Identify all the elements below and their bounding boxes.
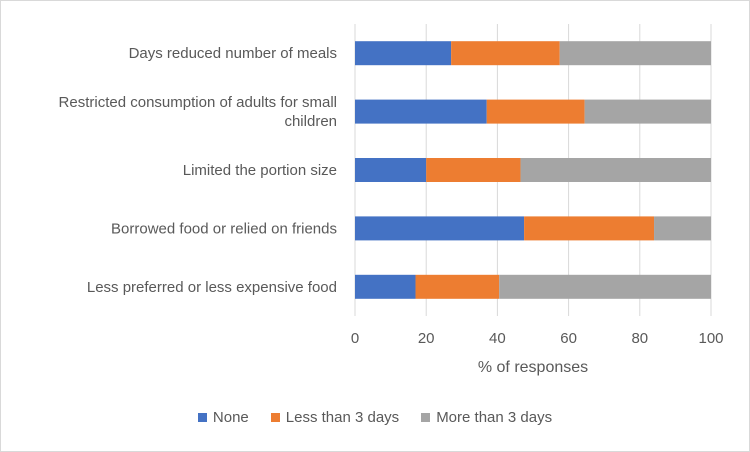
bar-segment bbox=[524, 216, 655, 241]
legend-swatch bbox=[421, 413, 431, 422]
bar-segment bbox=[355, 216, 525, 241]
category-label: Borrowed food or relied on friends bbox=[111, 220, 337, 237]
bar-segment bbox=[499, 274, 711, 299]
bar-segment bbox=[355, 158, 427, 182]
legend-label: Less than 3 days bbox=[285, 409, 400, 426]
category-label: Days reduced number of meals bbox=[129, 45, 337, 62]
legend-label: None bbox=[212, 409, 249, 426]
x-tick-label: 40 bbox=[489, 330, 506, 347]
x-tick-labels: 0 20 40 60 80 100 bbox=[351, 330, 724, 347]
bar-segment bbox=[559, 41, 711, 66]
bar-segment bbox=[654, 216, 711, 241]
legend-item: More than 3 days bbox=[421, 409, 552, 426]
x-tick-label: 80 bbox=[631, 330, 648, 347]
bar-segment bbox=[415, 274, 500, 299]
category-label: Restricted consumption of adults for sma… bbox=[59, 94, 337, 130]
bar-segment bbox=[451, 41, 560, 66]
x-tick-label: 20 bbox=[418, 330, 435, 347]
legend-swatch bbox=[197, 413, 207, 422]
bar-segment bbox=[355, 99, 487, 124]
bar-segment bbox=[584, 99, 711, 124]
category-label: Limited the portion size bbox=[183, 162, 337, 179]
bar-segment bbox=[520, 158, 711, 182]
x-tick-label: 60 bbox=[560, 330, 577, 347]
x-axis-title: % of responses bbox=[478, 359, 588, 376]
legend-label: More than 3 days bbox=[436, 409, 553, 426]
legend-item: None bbox=[197, 409, 249, 426]
x-tick-label: 0 bbox=[351, 330, 359, 347]
legend-item: Less than 3 days bbox=[270, 409, 400, 426]
x-tick-label: 100 bbox=[698, 330, 723, 347]
category-labels: Days reduced number of meals Restricted c… bbox=[59, 45, 337, 296]
bar-segment bbox=[355, 274, 416, 299]
legend: None Less than 3 days More than 3 days bbox=[0, 409, 750, 426]
category-label: Less preferred or less expensive food bbox=[87, 279, 337, 296]
legend-swatch bbox=[270, 413, 280, 422]
bar-segment bbox=[355, 41, 452, 66]
bars bbox=[355, 41, 711, 299]
bar-segment bbox=[486, 99, 585, 124]
bar-segment bbox=[426, 158, 521, 182]
stacked-bar-chart: Days reduced number of meals Restricted c… bbox=[59, 24, 724, 376]
